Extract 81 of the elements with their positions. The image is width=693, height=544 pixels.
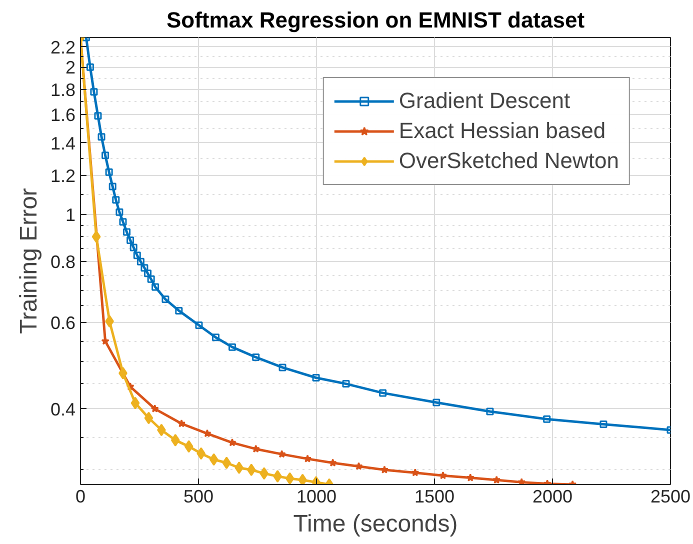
point [136, 258, 144, 266]
point [228, 343, 236, 351]
legend-label: Gradient Descent [398, 88, 570, 114]
point [101, 336, 110, 345]
y-tick-label: 1.2 [50, 166, 76, 186]
point [203, 429, 212, 438]
x-tick-label: 500 [183, 486, 214, 506]
point [543, 415, 551, 423]
point [600, 420, 608, 428]
point [94, 112, 102, 120]
point [518, 478, 526, 484]
point [144, 270, 152, 278]
point [195, 321, 203, 329]
y-tick-label: 1 [65, 204, 76, 225]
point [246, 464, 256, 476]
point [126, 236, 134, 244]
point [212, 334, 220, 342]
x-axis-title: Time (seconds) [293, 510, 458, 538]
point [152, 283, 160, 291]
point [184, 440, 194, 453]
point [177, 419, 186, 428]
point [92, 230, 101, 243]
chart-title: Softmax Regression on EMNIST dataset [166, 8, 586, 32]
point [116, 208, 124, 216]
point [379, 389, 387, 397]
point [196, 447, 206, 460]
point [209, 453, 218, 466]
point [432, 398, 440, 406]
point [312, 374, 320, 382]
point [466, 474, 474, 482]
x-tick-label: 0 [75, 486, 86, 506]
y-tick-label: 0.8 [50, 252, 76, 272]
x-tick-label: 1000 [296, 486, 337, 506]
point [170, 434, 180, 446]
point [234, 461, 244, 474]
point [150, 404, 159, 412]
legend-label: Exact Hessian based [398, 118, 606, 144]
point [486, 408, 494, 416]
point [298, 474, 307, 484]
y-tick-label: 2 [65, 58, 76, 78]
y-tick-label: 1.4 [50, 133, 76, 154]
point [285, 472, 294, 484]
y-tick-label: 1.8 [50, 80, 76, 100]
y-tick-label: 0.4 [50, 399, 76, 420]
y-axis-title: Training Error [15, 188, 42, 334]
point [90, 88, 98, 96]
point [278, 450, 286, 458]
point [278, 364, 286, 372]
point [380, 466, 389, 474]
point [438, 471, 448, 480]
point [411, 468, 420, 476]
point [492, 476, 501, 484]
point [252, 353, 260, 361]
point [147, 275, 155, 283]
point [144, 412, 154, 424]
y-tick-label: 2.2 [50, 37, 76, 58]
point [123, 228, 131, 236]
x-tick-label: 2000 [532, 486, 573, 506]
point [260, 467, 269, 480]
point [130, 244, 138, 252]
point [86, 63, 94, 71]
point [140, 264, 148, 272]
y-tick-label: 0.6 [50, 313, 76, 334]
point [119, 218, 127, 226]
point [328, 458, 337, 466]
point [354, 462, 363, 470]
point [130, 396, 140, 410]
point [133, 252, 141, 260]
point [175, 306, 183, 314]
point [342, 380, 350, 388]
y-tick-label: 1.6 [50, 105, 76, 126]
point [162, 296, 170, 304]
point [105, 168, 113, 176]
point [98, 133, 106, 141]
point [228, 438, 236, 446]
point [102, 152, 110, 160]
point [112, 196, 120, 204]
point [108, 182, 116, 190]
legend-label: OverSketched Newton [398, 148, 619, 174]
x-tick-label: 1500 [414, 486, 455, 506]
x-tick-label: 2500 [650, 486, 691, 506]
